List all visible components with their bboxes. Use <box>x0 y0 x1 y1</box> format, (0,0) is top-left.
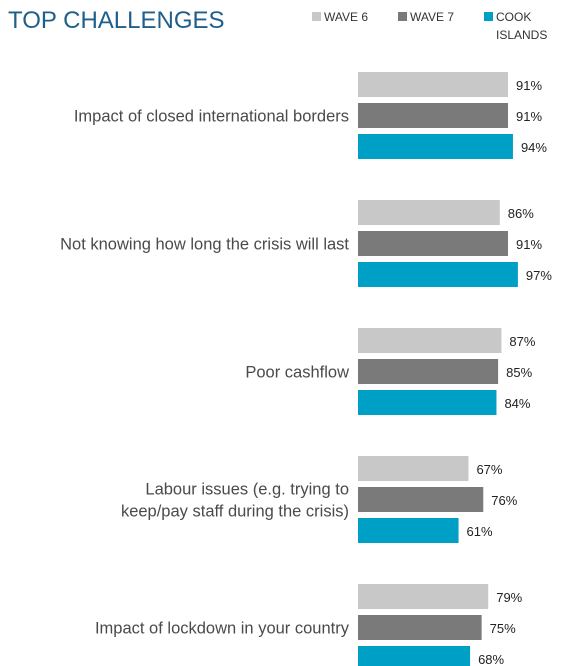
chart-title: TOP CHALLENGES <box>8 7 225 34</box>
value-label: 68% <box>478 652 504 666</box>
value-label: 85% <box>506 365 532 380</box>
category-label: Impact of closed international borders <box>74 108 349 126</box>
value-label: 67% <box>476 462 502 477</box>
category-label: Labour issues (e.g. trying to <box>145 481 349 499</box>
bar <box>358 456 469 481</box>
bar <box>358 262 518 287</box>
bar <box>358 487 484 512</box>
legend-label: WAVE 7 <box>410 10 454 24</box>
value-label: 94% <box>521 140 547 155</box>
legend-swatch <box>398 12 407 21</box>
bar <box>358 518 459 543</box>
bar <box>358 200 500 225</box>
bar <box>358 390 497 415</box>
bar <box>358 231 508 256</box>
bar <box>358 134 513 159</box>
value-label: 97% <box>526 268 552 283</box>
value-label: 87% <box>509 334 535 349</box>
category-label: Impact of lockdown in your country <box>95 620 350 638</box>
value-label: 61% <box>467 524 493 539</box>
bar <box>358 646 471 666</box>
bar <box>358 615 482 640</box>
bar <box>358 359 499 384</box>
bars: 91% 91% 94% 86% 91% 97% 87% 85% 84% 67% 76% 61% 79% 7… <box>358 72 552 666</box>
bar <box>358 103 508 128</box>
category-labels: Impact of closed international borders No… <box>60 108 350 638</box>
bar <box>358 72 508 97</box>
legend-swatch <box>312 12 321 21</box>
value-label: 91% <box>516 78 542 93</box>
value-label: 86% <box>508 206 534 221</box>
bar <box>358 584 489 609</box>
category-label: keep/pay staff during the crisis) <box>121 503 349 521</box>
value-label: 84% <box>504 396 530 411</box>
value-label: 79% <box>496 590 522 605</box>
legend-label: ISLANDS <box>496 28 547 42</box>
category-label: Not knowing how long the crisis will las… <box>60 236 349 254</box>
legend-label: COOK <box>496 10 531 24</box>
category-label: Poor cashflow <box>245 364 349 382</box>
bar <box>358 328 502 353</box>
value-label: 91% <box>516 109 542 124</box>
legend-label: WAVE 6 <box>324 10 368 24</box>
value-label: 76% <box>491 493 517 508</box>
legend: WAVE 6 WAVE 7 COOK ISLANDS <box>312 10 547 42</box>
legend-swatch <box>484 12 493 21</box>
value-label: 75% <box>490 621 516 636</box>
value-label: 91% <box>516 237 542 252</box>
